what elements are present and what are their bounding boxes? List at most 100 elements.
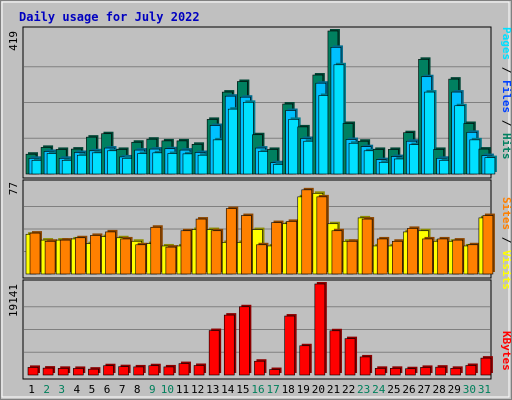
bar-sites <box>256 244 267 275</box>
bar-pages <box>439 160 450 175</box>
day-label: 12 <box>191 383 204 396</box>
bar-sites <box>29 232 41 275</box>
bar-sites <box>241 215 252 275</box>
bar-pages <box>258 151 269 175</box>
bar-kbytes <box>103 365 114 376</box>
day-label: 5 <box>89 383 96 396</box>
bar-pages <box>31 160 43 175</box>
legend-hits-files-pages: Pages / Files / Hits <box>500 27 511 160</box>
day-label: 11 <box>176 383 189 396</box>
legend-kbytes: KBytes <box>500 331 511 371</box>
bar-pages <box>122 158 133 175</box>
bar-sites <box>361 218 373 275</box>
bar-kbytes <box>420 367 431 376</box>
bar-pages <box>469 139 481 175</box>
scale-max-kbytes: 19141 <box>7 284 20 317</box>
day-label: 23 <box>357 383 370 396</box>
day-label: 13 <box>206 383 219 396</box>
bar-sites <box>195 218 207 275</box>
bar-sites <box>180 230 192 275</box>
bar-pages <box>243 102 254 175</box>
bar-pages <box>212 139 224 175</box>
bar-sites <box>165 246 177 275</box>
day-label: 17 <box>266 383 279 396</box>
panel-visits-sites: 77 Sites / Visits <box>7 179 511 290</box>
day-label: 25 <box>387 383 400 396</box>
panel-kbytes: 19141 KBytes <box>7 279 511 380</box>
bar-sites <box>301 189 313 275</box>
day-label: 20 <box>312 383 325 396</box>
bar-kbytes <box>42 367 54 376</box>
bar-kbytes <box>88 368 99 376</box>
bar-pages <box>394 158 405 175</box>
bar-kbytes <box>72 368 84 376</box>
day-label: 6 <box>104 383 111 396</box>
bar-pages <box>61 160 73 175</box>
bar-pages <box>182 153 194 175</box>
day-label: 15 <box>236 383 249 396</box>
gridlines-kbytes <box>24 306 490 353</box>
day-label: 7 <box>119 383 126 396</box>
bar-kbytes <box>299 345 311 376</box>
bar-kbytes <box>329 330 341 376</box>
day-label: 27 <box>417 383 430 396</box>
bar-sites <box>467 244 479 275</box>
bar-sites <box>120 238 131 275</box>
bar-kbytes <box>133 366 144 376</box>
bar-pages <box>333 64 345 175</box>
legend-pages: Pages <box>500 27 511 60</box>
bar-kbytes <box>374 368 386 376</box>
bar-kbytes <box>223 314 235 376</box>
legend-separator: / <box>500 237 511 244</box>
day-label: 21 <box>327 383 340 396</box>
bar-pages <box>363 150 375 175</box>
day-label: 28 <box>433 383 446 396</box>
day-label: 10 <box>161 383 174 396</box>
bar-sites <box>316 196 328 275</box>
day-label: 29 <box>448 383 461 396</box>
day-label: 19 <box>297 383 310 396</box>
bar-kbytes <box>390 368 401 376</box>
bar-kbytes <box>163 366 175 376</box>
bar-sites <box>210 230 222 275</box>
bar-pages <box>227 108 239 175</box>
legend-visits: Visits <box>500 250 511 290</box>
bar-sites <box>105 231 116 275</box>
bar-kbytes <box>465 365 477 376</box>
legend-separator: / <box>500 67 511 74</box>
chart-title: Daily usage for July 2022 <box>19 10 200 24</box>
bar-pages <box>107 150 118 175</box>
day-label: 31 <box>478 383 491 396</box>
panel-hits-files-pages: 419 Pages / Files / Hits <box>7 26 511 179</box>
bar-pages <box>152 152 164 175</box>
bar-pages <box>197 154 209 175</box>
bar-pages <box>303 140 315 175</box>
bar-kbytes <box>254 360 265 376</box>
bar-sites <box>437 238 448 275</box>
bar-kbytes <box>284 315 295 376</box>
bar-pages <box>92 152 103 175</box>
bar-sites <box>225 208 237 275</box>
day-label: 8 <box>134 383 141 396</box>
bar-sites <box>286 221 297 275</box>
day-label: 14 <box>221 383 235 396</box>
bar-kbytes <box>57 368 69 376</box>
x-axis-day-labels: 1 2 3 4 5 6 7 8 9 10 11 12 13 14 15 16 17 18 19 20 21 22 23 24 2… <box>28 383 491 396</box>
bar-kbytes <box>193 365 205 376</box>
scale-max-visits: 77 <box>7 182 20 195</box>
bar-sites <box>135 244 146 275</box>
bar-kbytes <box>314 283 326 376</box>
bar-kbytes <box>178 363 190 376</box>
scale-max-hits: 419 <box>7 31 20 51</box>
day-label: 18 <box>282 383 295 396</box>
bar-kbytes <box>118 366 129 376</box>
bar-pages <box>137 153 148 175</box>
bar-pages <box>484 157 496 175</box>
day-label: 3 <box>58 383 65 396</box>
bars-visits-sites <box>25 187 495 275</box>
day-label: 2 <box>43 383 50 396</box>
day-label: 9 <box>149 383 156 396</box>
day-label: 24 <box>372 383 386 396</box>
bar-sites <box>150 226 162 275</box>
